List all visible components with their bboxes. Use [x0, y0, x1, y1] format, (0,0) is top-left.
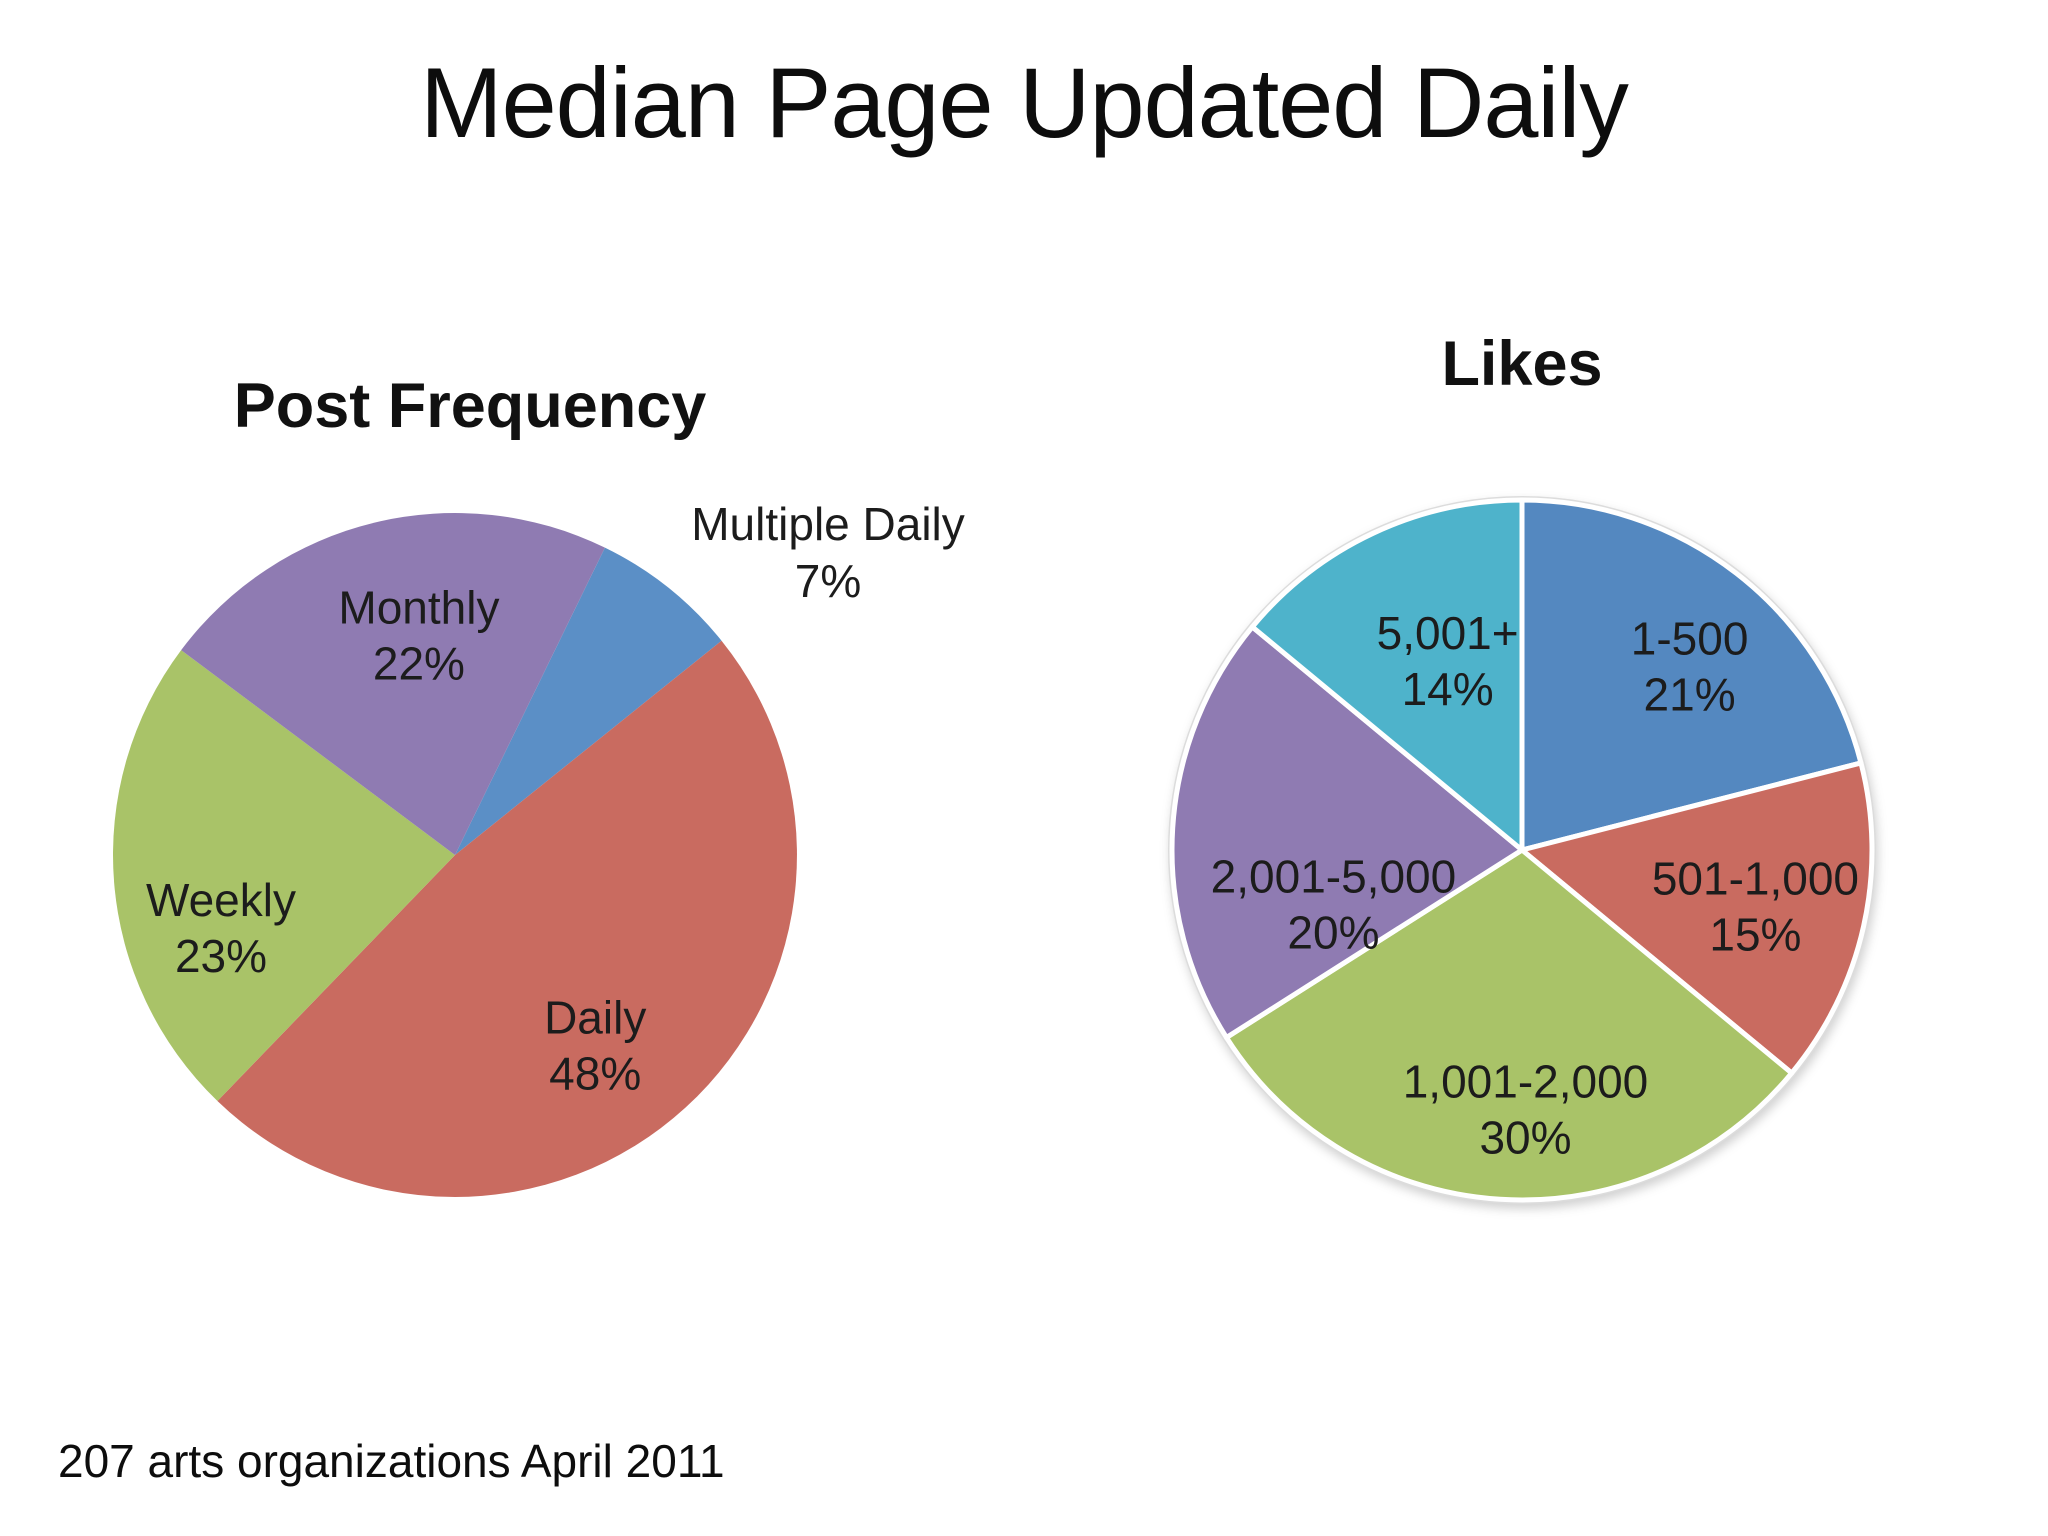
pie-slice-5-001+: [1249, 497, 1525, 853]
likes-pie-chart: 1-500 21% 501-1,000 15%1,001-2,000 30% 2,001-…: [1168, 496, 1876, 1204]
pie-slice-weekly: [113, 650, 456, 1102]
pie-slice-daily: [217, 640, 797, 1197]
pie-slice-label-5-001+: 5,001+ 14%: [1377, 607, 1519, 715]
pie-slice-multiple-daily: [455, 547, 722, 855]
pie-slice-1-001-2-000: [1223, 847, 1795, 1203]
pie-slice-1-500: [1519, 497, 1864, 853]
likes-chart-title: Likes: [1441, 329, 1603, 399]
pie-slice-monthly: [181, 512, 605, 855]
pie-slice-label-2-001-5-000: 2,001-5,000 20%: [1211, 850, 1457, 958]
pie-slice-label-1-001-2-000: 1,001-2,000 30%: [1403, 1056, 1649, 1164]
pie-slice-2-001-5-000: [1169, 624, 1525, 1041]
post-frequency-pie-chart: Daily 48% Weekly 23% Monthly 22%: [113, 512, 797, 1197]
pie-slice-label-1-500: 1-500 21%: [1631, 612, 1749, 720]
pie-slice-label-daily: Daily 48%: [544, 992, 646, 1100]
multiple-daily-outside-label: Multiple Daily 7%: [600, 496, 1056, 610]
pie-slice-501-1-000: [1519, 760, 1875, 1076]
post-frequency-chart-title: Post Frequency: [233, 371, 707, 441]
pie-slice-label-monthly: Monthly 22%: [338, 582, 499, 690]
pie-slice-label-501-1-000: 501-1,000 15%: [1652, 852, 1859, 960]
slide-title: Median Page Updated Daily: [420, 47, 1629, 158]
footer-note: 207 arts organizations April 2011: [58, 1435, 725, 1487]
multiple-daily-label-text: Multiple Daily: [691, 498, 965, 550]
pie-slice-label-weekly: Weekly 23%: [146, 874, 296, 982]
multiple-daily-label-value: 7%: [794, 555, 862, 607]
